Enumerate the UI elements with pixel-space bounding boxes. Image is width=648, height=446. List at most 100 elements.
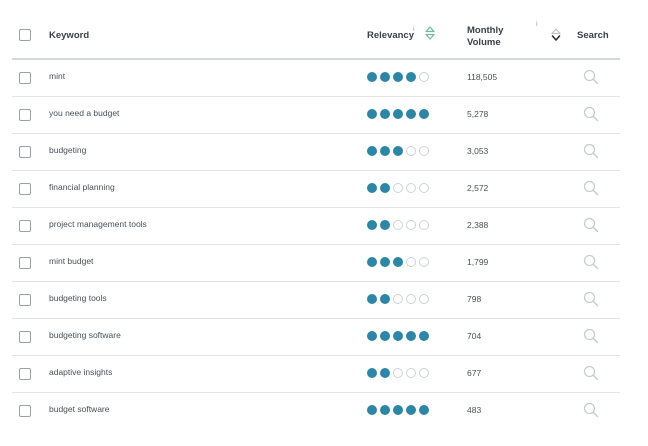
search-icon[interactable]: [583, 291, 599, 312]
relevancy-dot-empty: [419, 146, 429, 156]
relevancy-dot-filled: [380, 257, 390, 267]
row-checkbox[interactable]: [19, 220, 31, 232]
monthly-volume-sort-icon[interactable]: [551, 28, 561, 47]
monthly-volume-cell: 5,278: [467, 109, 489, 119]
relevancy-dot-filled: [380, 183, 390, 193]
search-icon[interactable]: [583, 106, 599, 127]
keyword-cell: mint: [49, 71, 66, 81]
relevancy-dot-empty: [393, 294, 403, 304]
row-checkbox[interactable]: [19, 146, 31, 158]
relevancy-dot-empty: [406, 257, 416, 267]
relevancy-rating: [367, 331, 432, 342]
relevancy-dot-filled: [393, 331, 403, 341]
relevancy-dot-empty: [406, 368, 416, 378]
monthly-volume-info-icon[interactable]: i: [536, 21, 538, 28]
search-icon[interactable]: [583, 69, 599, 90]
relevancy-dot-empty: [393, 183, 403, 193]
relevancy-dot-filled: [406, 72, 416, 82]
relevancy-dot-filled: [393, 257, 403, 267]
relevancy-dot-filled: [406, 405, 416, 415]
relevancy-dot-filled: [367, 183, 377, 193]
keyword-column-header[interactable]: Keyword: [49, 30, 90, 41]
relevancy-dot-filled: [393, 405, 403, 415]
monthly-volume-cell: 2,572: [467, 183, 489, 193]
relevancy-dot-empty: [419, 183, 429, 193]
search-icon[interactable]: [583, 217, 599, 238]
row-checkbox[interactable]: [19, 72, 31, 84]
relevancy-dot-empty: [419, 257, 429, 267]
relevancy-dot-filled: [380, 220, 390, 230]
relevancy-dot-filled: [367, 109, 377, 119]
table-row: budgeting 3,053: [12, 134, 620, 171]
table-header: Keyword Relevancy i Monthly Volume i Sea…: [12, 12, 620, 60]
row-checkbox[interactable]: [19, 294, 31, 306]
relevancy-dot-filled: [380, 72, 390, 82]
relevancy-dot-filled: [367, 331, 377, 341]
keyword-cell: financial planning: [49, 182, 115, 192]
relevancy-dot-empty: [406, 294, 416, 304]
relevancy-dot-filled: [419, 405, 429, 415]
search-icon[interactable]: [583, 402, 599, 423]
relevancy-dot-filled: [419, 331, 429, 341]
monthly-volume-cell: 2,388: [467, 220, 489, 230]
monthly-volume-cell: 3,053: [467, 146, 489, 156]
monthly-volume-column-header[interactable]: Monthly Volume: [467, 25, 504, 48]
relevancy-rating: [367, 109, 432, 120]
keyword-cell: you need a budget: [49, 108, 120, 118]
relevancy-dot-filled: [380, 146, 390, 156]
keyword-cell: project management tools: [49, 219, 147, 229]
relevancy-dot-filled: [367, 405, 377, 415]
search-icon[interactable]: [583, 328, 599, 349]
relevancy-dot-empty: [419, 368, 429, 378]
table-row: mint 118,505: [12, 60, 620, 97]
relevancy-dot-empty: [393, 368, 403, 378]
relevancy-dot-filled: [406, 109, 416, 119]
relevancy-dot-filled: [367, 257, 377, 267]
table-row: budget software 483: [12, 393, 620, 429]
monthly-volume-cell: 798: [467, 294, 482, 304]
relevancy-dot-filled: [380, 294, 390, 304]
table-row: budgeting software 704: [12, 319, 620, 356]
select-all-checkbox[interactable]: [19, 29, 31, 41]
relevancy-dot-filled: [393, 146, 403, 156]
table-row: project management tools 2,388: [12, 208, 620, 245]
keyword-cell: budgeting tools: [49, 293, 107, 303]
relevancy-column-header[interactable]: Relevancy: [367, 30, 415, 41]
row-checkbox[interactable]: [19, 405, 31, 417]
relevancy-dot-filled: [380, 109, 390, 119]
row-checkbox[interactable]: [19, 257, 31, 269]
relevancy-dot-empty: [419, 294, 429, 304]
table-row: adaptive insights 677: [12, 356, 620, 393]
search-icon[interactable]: [583, 254, 599, 275]
relevancy-dot-empty: [393, 220, 403, 230]
relevancy-rating: [367, 220, 432, 231]
monthly-volume-cell: 677: [467, 368, 482, 378]
relevancy-sort-icon[interactable]: [425, 26, 435, 45]
row-checkbox[interactable]: [19, 331, 31, 343]
search-icon[interactable]: [583, 365, 599, 386]
monthly-volume-cell: 1,799: [467, 257, 489, 267]
keyword-table: Keyword Relevancy i Monthly Volume i Sea…: [12, 12, 620, 429]
relevancy-dot-empty: [419, 220, 429, 230]
relevancy-dot-filled: [393, 72, 403, 82]
relevancy-dot-filled: [419, 109, 429, 119]
relevancy-rating: [367, 146, 432, 157]
relevancy-dot-filled: [367, 220, 377, 230]
table-row: mint budget 1,799: [12, 245, 620, 282]
row-checkbox[interactable]: [19, 109, 31, 121]
search-icon[interactable]: [583, 180, 599, 201]
row-checkbox[interactable]: [19, 368, 31, 380]
search-column-header: Search: [577, 30, 609, 41]
relevancy-dot-empty: [419, 72, 429, 82]
row-checkbox[interactable]: [19, 183, 31, 195]
relevancy-dot-filled: [367, 72, 377, 82]
relevancy-dot-filled: [367, 368, 377, 378]
keyword-cell: budgeting software: [49, 330, 121, 340]
relevancy-dot-empty: [406, 220, 416, 230]
relevancy-rating: [367, 183, 432, 194]
keyword-cell: adaptive insights: [49, 367, 113, 377]
table-row: financial planning 2,572: [12, 171, 620, 208]
relevancy-info-icon[interactable]: i: [413, 26, 415, 33]
search-icon[interactable]: [583, 143, 599, 164]
relevancy-dot-empty: [406, 146, 416, 156]
